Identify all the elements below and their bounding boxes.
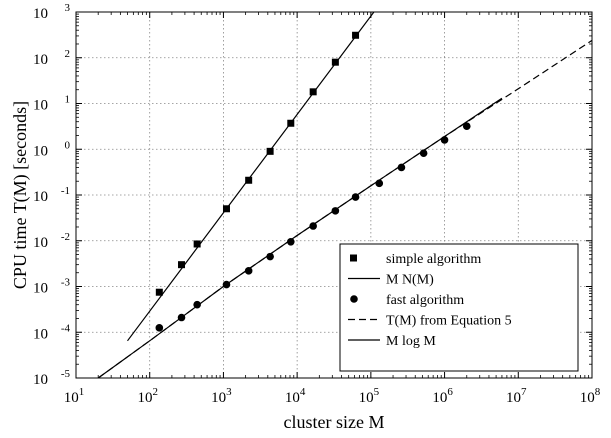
y-tick-label: 10 3 bbox=[33, 2, 71, 22]
x-tick-label: 102 bbox=[137, 386, 158, 406]
y-axis-label: CPU time T(M) [seconds] bbox=[10, 101, 31, 289]
x-tick-label: 108 bbox=[580, 386, 601, 406]
circle-marker bbox=[440, 136, 449, 144]
circle-marker bbox=[244, 267, 253, 275]
x-axis-label: cluster size M bbox=[284, 412, 385, 432]
square-marker bbox=[178, 261, 186, 269]
square-marker bbox=[193, 240, 201, 248]
legend-circle-symbol bbox=[350, 295, 358, 303]
legend-square-symbol bbox=[350, 254, 357, 262]
legend-label: M log M bbox=[386, 334, 436, 349]
x-tick-label: 103 bbox=[211, 386, 232, 406]
series-line bbox=[97, 97, 503, 378]
square-marker bbox=[309, 88, 317, 96]
x-tick-label: 104 bbox=[285, 386, 306, 406]
circle-marker bbox=[155, 324, 164, 332]
legend-label: simple algorithm bbox=[386, 252, 481, 267]
square-marker bbox=[155, 288, 163, 296]
circle-marker bbox=[462, 122, 471, 130]
circle-marker bbox=[286, 237, 295, 246]
x-tick-label: 107 bbox=[506, 386, 527, 406]
square-marker bbox=[245, 176, 253, 184]
legend-label: M N(M) bbox=[386, 273, 434, 288]
x-tick-label: 106 bbox=[432, 386, 453, 406]
legend: simple algorithm M N(M) fast algorithm T(M)… bbox=[339, 243, 579, 372]
series-4 bbox=[97, 97, 503, 378]
circle-marker bbox=[309, 222, 317, 230]
y-tick-label: 10 -4 bbox=[33, 322, 70, 342]
axis-ticks: 101 102 103 104 105 106 107 108 10-5 10-4 10-3 10-2… bbox=[33, 2, 601, 406]
legend-label: fast algorithm bbox=[386, 293, 464, 308]
y-tick-label: 10 2 bbox=[33, 48, 70, 68]
y-tick-label: 10 -2 bbox=[33, 231, 70, 251]
legend-label: T(M) from Equation 5 bbox=[386, 314, 512, 329]
y-tick-label: 10 0 bbox=[33, 139, 71, 159]
series-line bbox=[127, 12, 375, 342]
y-tick-label: 10 -5 bbox=[33, 368, 70, 388]
circle-marker bbox=[397, 163, 406, 172]
x-tick-label: 105 bbox=[359, 386, 380, 406]
square-marker bbox=[352, 31, 360, 39]
plot-series bbox=[97, 12, 592, 378]
x-tick-label: 101 bbox=[64, 386, 85, 406]
y-tick-label: 10 -1 bbox=[33, 185, 70, 205]
y-tick-label: 10 1 bbox=[33, 94, 70, 114]
y-tick-label: 10 -3 bbox=[33, 277, 70, 297]
square-marker bbox=[331, 58, 339, 66]
series-0 bbox=[155, 31, 360, 296]
series-1 bbox=[127, 12, 375, 342]
circle-marker bbox=[266, 252, 274, 261]
legend-box bbox=[339, 243, 579, 372]
